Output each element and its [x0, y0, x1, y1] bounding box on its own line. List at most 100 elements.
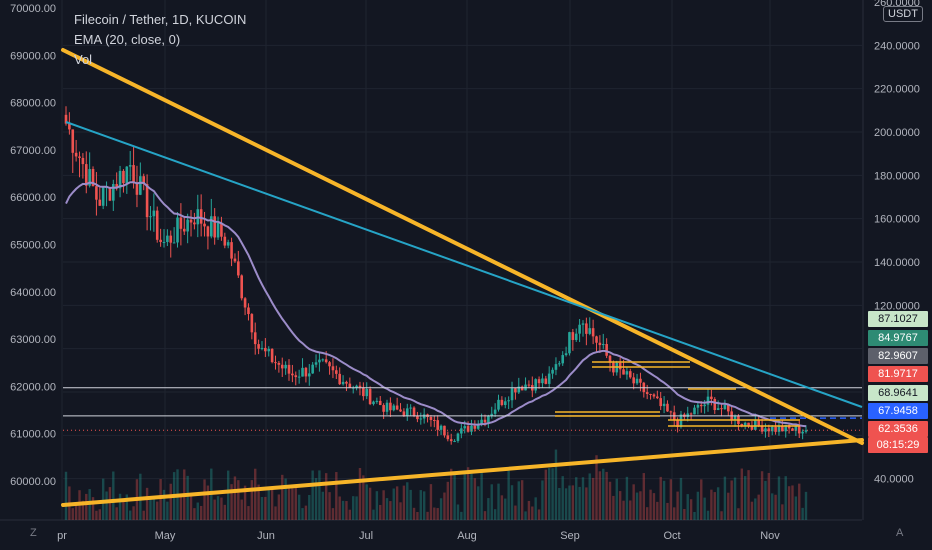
- volume-bar: [199, 505, 203, 520]
- volume-bar: [402, 485, 406, 520]
- candle-body: [416, 415, 419, 420]
- candle-body: [284, 364, 287, 369]
- volume-bar: [645, 507, 649, 520]
- volume-bar: [544, 469, 548, 520]
- volume-bar: [774, 494, 777, 520]
- candle-body: [108, 187, 112, 201]
- candle-body: [189, 219, 193, 223]
- volume-bar: [551, 468, 554, 520]
- volume-bar: [497, 483, 500, 520]
- volume-bar: [740, 468, 743, 520]
- candle-body: [480, 419, 483, 425]
- left-axis-tick-label: 68000.00: [10, 98, 56, 110]
- volume-bar: [368, 487, 372, 520]
- volume-bar: [547, 468, 551, 520]
- candle-body: [689, 413, 693, 415]
- volume-bar: [352, 496, 355, 520]
- candle-body: [608, 355, 612, 363]
- volume-bar: [531, 506, 534, 520]
- candle-body: [541, 378, 544, 384]
- volume-bar: [517, 481, 520, 520]
- price-label-tag: 68.9641: [868, 385, 928, 401]
- volume-bar: [679, 477, 683, 520]
- candle-body: [226, 242, 230, 246]
- candle-body: [449, 439, 453, 442]
- candle-body: [291, 373, 294, 376]
- candle-body: [605, 344, 608, 356]
- candle-body: [405, 408, 409, 417]
- candle-body: [781, 426, 784, 432]
- volume-bar: [585, 487, 588, 520]
- candle-body: [112, 184, 115, 201]
- right-axis-tick-label: 40.0000: [874, 474, 914, 486]
- right-axis-tick-label: 260.0000: [874, 0, 920, 9]
- volume-bar: [656, 501, 659, 520]
- candle-body: [260, 347, 264, 349]
- volume-bar: [91, 497, 95, 520]
- candle-body: [301, 367, 304, 377]
- resistance-trendline[interactable]: [65, 121, 863, 408]
- descending-trendline[interactable]: [61, 48, 864, 445]
- candle-body: [223, 236, 227, 246]
- volume-bar: [98, 509, 101, 520]
- volume-bar: [328, 492, 331, 520]
- currency-unit-badge[interactable]: USDT: [883, 6, 923, 22]
- volume-bar: [571, 485, 575, 520]
- candle-body: [591, 328, 595, 337]
- volume-bar: [500, 495, 504, 520]
- candle-body: [412, 407, 416, 416]
- volume-bar: [639, 491, 642, 520]
- volume-bar: [429, 484, 433, 520]
- candle-body: [311, 364, 314, 374]
- volume-bar: [453, 472, 456, 520]
- volume-bar: [757, 494, 760, 520]
- candle-body: [182, 228, 186, 232]
- candle-body: [666, 403, 669, 412]
- candle-body: [466, 426, 470, 432]
- candle-body: [703, 404, 706, 407]
- x-axis-tick-label: Jul: [359, 530, 373, 542]
- volume-bar: [118, 493, 122, 520]
- volume-bar: [733, 477, 737, 520]
- candle-body: [368, 388, 372, 405]
- volume-bar: [689, 499, 693, 520]
- candle-body: [274, 362, 277, 364]
- candle-body: [304, 367, 308, 377]
- left-axis-tick-label: 62000.00: [10, 381, 56, 393]
- volume-bar: [703, 497, 706, 520]
- ema-indicator-label: EMA (20, close, 0): [74, 32, 181, 47]
- auto-scale-icon[interactable]: A: [896, 527, 904, 539]
- volume-bar: [406, 482, 409, 520]
- symbol-title: Filecoin / Tether, 1D, KUCOIN: [74, 12, 247, 27]
- volume-bar: [490, 484, 493, 520]
- candle-body: [669, 411, 673, 413]
- volume-bar: [578, 486, 581, 520]
- candle-body: [622, 369, 625, 375]
- volume-bar: [362, 475, 365, 520]
- candle-body: [581, 323, 585, 325]
- volume-bar: [794, 496, 798, 520]
- volume-bar: [791, 485, 794, 520]
- candle-body: [804, 430, 808, 432]
- left-axis-tick-label: 65000.00: [10, 240, 56, 252]
- volume-bar: [629, 500, 632, 520]
- candle-body: [706, 396, 710, 405]
- volume-bar: [615, 478, 618, 520]
- volume-bar: [588, 473, 591, 520]
- volume-bar: [264, 496, 267, 520]
- timezone-icon[interactable]: Z: [30, 527, 37, 539]
- candle-body: [206, 226, 210, 237]
- volume-bar: [649, 489, 652, 520]
- candle-body: [588, 328, 592, 334]
- volume-bar: [412, 507, 416, 520]
- volume-bar: [196, 502, 199, 520]
- volume-bar: [558, 487, 561, 520]
- volume-bar: [324, 473, 328, 520]
- volume-bar: [581, 477, 585, 520]
- volume-bar: [676, 491, 679, 520]
- candle-body: [98, 199, 102, 206]
- ascending-trendline[interactable]: [61, 438, 864, 507]
- candle-body: [294, 375, 298, 378]
- candle-body: [162, 241, 166, 243]
